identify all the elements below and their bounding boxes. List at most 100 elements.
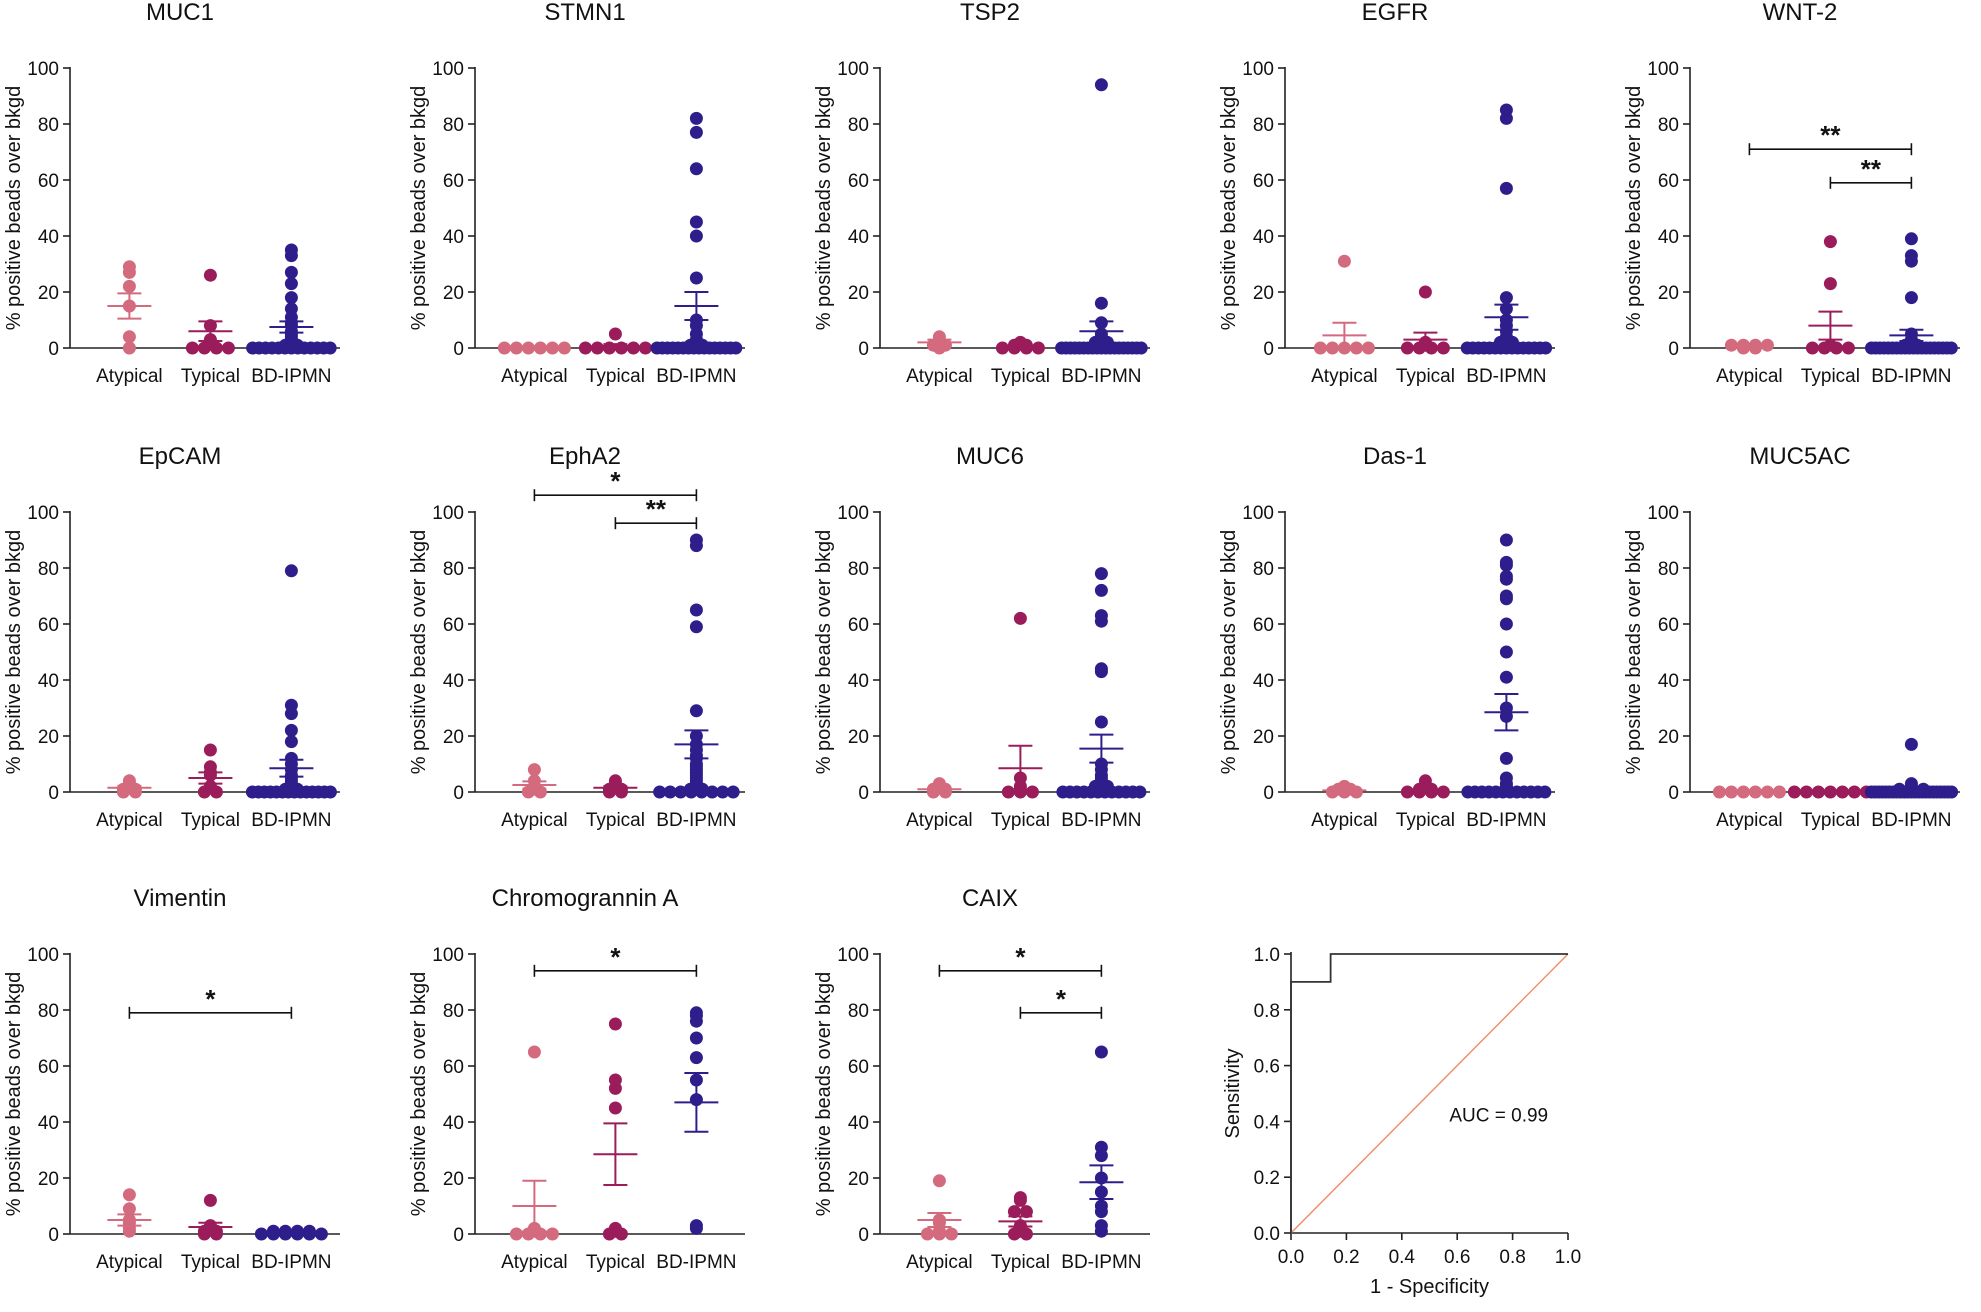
data-point [185, 341, 199, 355]
data-point [578, 341, 592, 355]
y-tick-label: 60 [38, 171, 59, 192]
panel-muc6: MUC6 0 20 40 60 80 100% positive beads over bk… [813, 443, 1150, 831]
data-point [1499, 670, 1513, 684]
data-point [1499, 569, 1513, 583]
data-point [689, 215, 703, 229]
data-point [284, 302, 298, 316]
x-category-label: Typical [991, 1252, 1050, 1273]
data-point [284, 564, 298, 578]
panel-title: EphA2 [549, 443, 621, 470]
data-point [284, 277, 298, 291]
y-tick-label: 60 [443, 1057, 464, 1078]
panel-title: CAIX [962, 885, 1018, 912]
x-category-label: Atypical [906, 1252, 973, 1273]
data-point [1013, 1191, 1027, 1205]
y-tick-label: 80 [38, 115, 59, 136]
y-tick-label: 80 [38, 1001, 59, 1022]
y-tick-label: 40 [38, 227, 59, 248]
x-category-label: BD-IPMN [656, 810, 736, 831]
x-category-label: Atypical [906, 810, 973, 831]
y-axis-label: % positive beads over bkgd [3, 86, 25, 331]
data-point [203, 760, 217, 774]
data-point [527, 763, 541, 777]
x-category-label: Atypical [501, 366, 568, 387]
significance-stars: ** [646, 494, 667, 524]
x-category-label: Atypical [501, 1252, 568, 1273]
y-tick-label: 80 [848, 1001, 869, 1022]
data-point [1007, 1205, 1021, 1219]
data-point [203, 268, 217, 282]
y-tick-label: 100 [1647, 503, 1679, 524]
data-point [1400, 341, 1414, 355]
panel-roc: 0.0 0.2 0.4 0.6 0.8 1.0 0.0 0.2 0.4 0.6 0.8 1.0 1 - … [1222, 945, 1581, 1298]
panel-title: EGFR [1362, 0, 1429, 26]
data-point [221, 341, 235, 355]
y-axis-label: % positive beads over bkgd [1218, 530, 1240, 775]
y-tick-label: 0 [858, 1225, 869, 1246]
y-tick-label: 20 [38, 1169, 59, 1190]
y-tick-label: 20 [848, 727, 869, 748]
data-point [1094, 1045, 1108, 1059]
panel-egfr: EGFR 0 20 40 60 80 100% positive beads over bk… [1218, 0, 1555, 387]
x-category-label: Typical [1396, 810, 1455, 831]
data-point [1337, 254, 1351, 268]
data-point [689, 271, 703, 285]
y-tick-label: 40 [848, 227, 869, 248]
y-tick-label: 80 [38, 559, 59, 580]
y-tick-label: 20 [1253, 727, 1274, 748]
y-tick-label: 80 [1253, 559, 1274, 580]
y-tick-label: 0 [1668, 783, 1679, 804]
x-axis-label: 1 - Specificity [1370, 1276, 1489, 1298]
data-point [663, 785, 677, 799]
y-tick-label: 40 [1658, 671, 1679, 692]
x-category-label: Atypical [501, 810, 568, 831]
data-point [527, 1045, 541, 1059]
data-point [1724, 338, 1738, 352]
panel-caix: CAIX 0 20 40 60 80 100% positive beads over bk… [813, 885, 1150, 1273]
y-tick-label: 20 [1658, 283, 1679, 304]
significance-stars: * [610, 942, 621, 972]
y-tick-label: 20 [443, 283, 464, 304]
data-point [1031, 341, 1045, 355]
y-tick-label: 0 [453, 783, 464, 804]
y-tick-label: 100 [27, 503, 59, 524]
y-tick-label: 80 [848, 115, 869, 136]
y-axis-label: % positive beads over bkgd [3, 530, 25, 775]
y-tick-label: 0 [1263, 783, 1274, 804]
reference-diagonal [1290, 953, 1569, 1234]
x-category-label: Typical [181, 810, 240, 831]
y-tick-label: 40 [38, 1113, 59, 1134]
panel-title: MUC1 [146, 0, 214, 26]
y-tick-label: 80 [443, 559, 464, 580]
data-point [1313, 341, 1327, 355]
data-point [674, 785, 688, 799]
data-point [1841, 341, 1855, 355]
y-tick-label: 60 [443, 171, 464, 192]
data-point [705, 785, 719, 799]
data-point [689, 1031, 703, 1045]
data-point [1019, 1205, 1033, 1219]
y-axis-label: % positive beads over bkgd [813, 530, 835, 775]
data-point [284, 265, 298, 279]
data-point [1094, 1219, 1108, 1233]
data-point [689, 533, 703, 547]
x-category-label: Typical [991, 810, 1050, 831]
data-point [1094, 567, 1108, 581]
y-tick-label: 100 [432, 945, 464, 966]
x-category-label: BD-IPMN [1061, 810, 1141, 831]
data-point [1847, 785, 1861, 799]
x-tick-label: 0.6 [1444, 1247, 1470, 1268]
y-tick-label: 0 [453, 339, 464, 360]
x-category-label: Typical [1801, 366, 1860, 387]
y-tick-label: 0.8 [1254, 1001, 1280, 1022]
data-point [122, 1188, 136, 1202]
x-category-label: Atypical [906, 366, 973, 387]
y-tick-label: 40 [38, 671, 59, 692]
y-tick-label: 1.0 [1254, 945, 1280, 966]
data-point [323, 785, 337, 799]
panel-title: STMN1 [544, 0, 625, 26]
data-point [1025, 785, 1039, 799]
data-point [1499, 645, 1513, 659]
data-point [122, 260, 136, 274]
